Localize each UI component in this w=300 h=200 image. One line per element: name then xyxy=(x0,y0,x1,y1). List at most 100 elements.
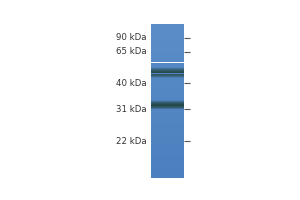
Bar xyxy=(152,52,184,53)
Bar xyxy=(152,31,184,32)
Bar xyxy=(152,55,184,56)
Text: 40 kDa: 40 kDa xyxy=(116,79,147,88)
Bar xyxy=(152,113,184,114)
Bar xyxy=(152,147,184,148)
Bar xyxy=(152,25,184,26)
Bar xyxy=(152,136,184,137)
Bar xyxy=(152,108,184,109)
Bar xyxy=(152,91,184,92)
Bar xyxy=(152,149,184,150)
Bar xyxy=(152,104,184,105)
Text: 65 kDa: 65 kDa xyxy=(116,47,147,56)
Bar xyxy=(152,172,184,173)
Bar xyxy=(152,43,184,44)
Bar xyxy=(152,96,184,97)
Bar xyxy=(152,58,184,59)
Bar xyxy=(152,39,184,40)
Bar xyxy=(152,27,184,28)
Bar xyxy=(152,72,184,73)
Bar xyxy=(152,159,184,160)
Bar xyxy=(152,105,184,106)
Bar xyxy=(152,86,184,87)
Bar xyxy=(152,142,184,143)
Bar xyxy=(152,126,184,127)
Text: 22 kDa: 22 kDa xyxy=(116,137,147,146)
Bar xyxy=(152,71,184,72)
Bar xyxy=(152,75,184,76)
Bar xyxy=(152,28,184,29)
Bar xyxy=(152,49,184,50)
Bar xyxy=(152,37,184,38)
Bar xyxy=(152,88,184,89)
Bar xyxy=(152,118,184,119)
Bar xyxy=(152,42,184,43)
Bar xyxy=(152,61,184,62)
Bar xyxy=(152,60,184,61)
Bar xyxy=(152,107,184,108)
Bar xyxy=(152,167,184,168)
Bar xyxy=(152,35,184,36)
Bar xyxy=(152,162,184,163)
Bar xyxy=(152,63,184,64)
Bar xyxy=(152,150,184,151)
Bar xyxy=(152,40,184,41)
Bar xyxy=(152,141,184,142)
Bar xyxy=(152,143,184,144)
Bar xyxy=(152,120,184,121)
Bar xyxy=(152,114,184,115)
Bar xyxy=(152,148,184,149)
Bar xyxy=(152,73,184,74)
Bar xyxy=(152,124,184,125)
Bar xyxy=(152,160,184,161)
Bar xyxy=(152,87,184,88)
Bar xyxy=(152,26,184,27)
Bar xyxy=(152,51,184,52)
Bar xyxy=(152,62,184,63)
Bar xyxy=(152,130,184,131)
Bar xyxy=(152,36,184,37)
Bar xyxy=(152,93,184,94)
Bar xyxy=(152,176,184,177)
Bar xyxy=(152,98,184,99)
Bar xyxy=(152,71,184,72)
Bar xyxy=(152,175,184,176)
Bar xyxy=(152,129,184,130)
Bar xyxy=(152,76,184,77)
Bar xyxy=(152,69,184,70)
Bar xyxy=(152,32,184,33)
Bar xyxy=(152,158,184,159)
Bar xyxy=(152,111,184,112)
Bar xyxy=(152,84,184,85)
Bar xyxy=(152,74,184,75)
Bar xyxy=(152,163,184,164)
Bar xyxy=(152,109,184,110)
Bar xyxy=(152,68,184,69)
Bar xyxy=(152,94,184,95)
Bar xyxy=(152,38,184,39)
Bar xyxy=(152,57,184,58)
Bar xyxy=(152,106,184,107)
Bar xyxy=(152,66,184,67)
Bar xyxy=(152,69,184,70)
Bar xyxy=(152,169,184,170)
Bar xyxy=(152,77,184,78)
Bar xyxy=(152,70,184,71)
Bar xyxy=(152,67,184,68)
Bar xyxy=(152,30,184,31)
Bar xyxy=(152,112,184,113)
Bar xyxy=(152,138,184,139)
Bar xyxy=(152,89,184,90)
Bar xyxy=(152,45,184,46)
Bar xyxy=(152,177,184,178)
Bar xyxy=(152,102,184,103)
Bar xyxy=(152,99,184,100)
Bar xyxy=(152,155,184,156)
Bar xyxy=(152,146,184,147)
Bar xyxy=(152,156,184,157)
Bar xyxy=(152,164,184,165)
Bar xyxy=(152,105,184,106)
Text: 90 kDa: 90 kDa xyxy=(116,33,147,42)
Bar xyxy=(152,83,184,84)
Bar xyxy=(152,145,184,146)
Bar xyxy=(152,154,184,155)
